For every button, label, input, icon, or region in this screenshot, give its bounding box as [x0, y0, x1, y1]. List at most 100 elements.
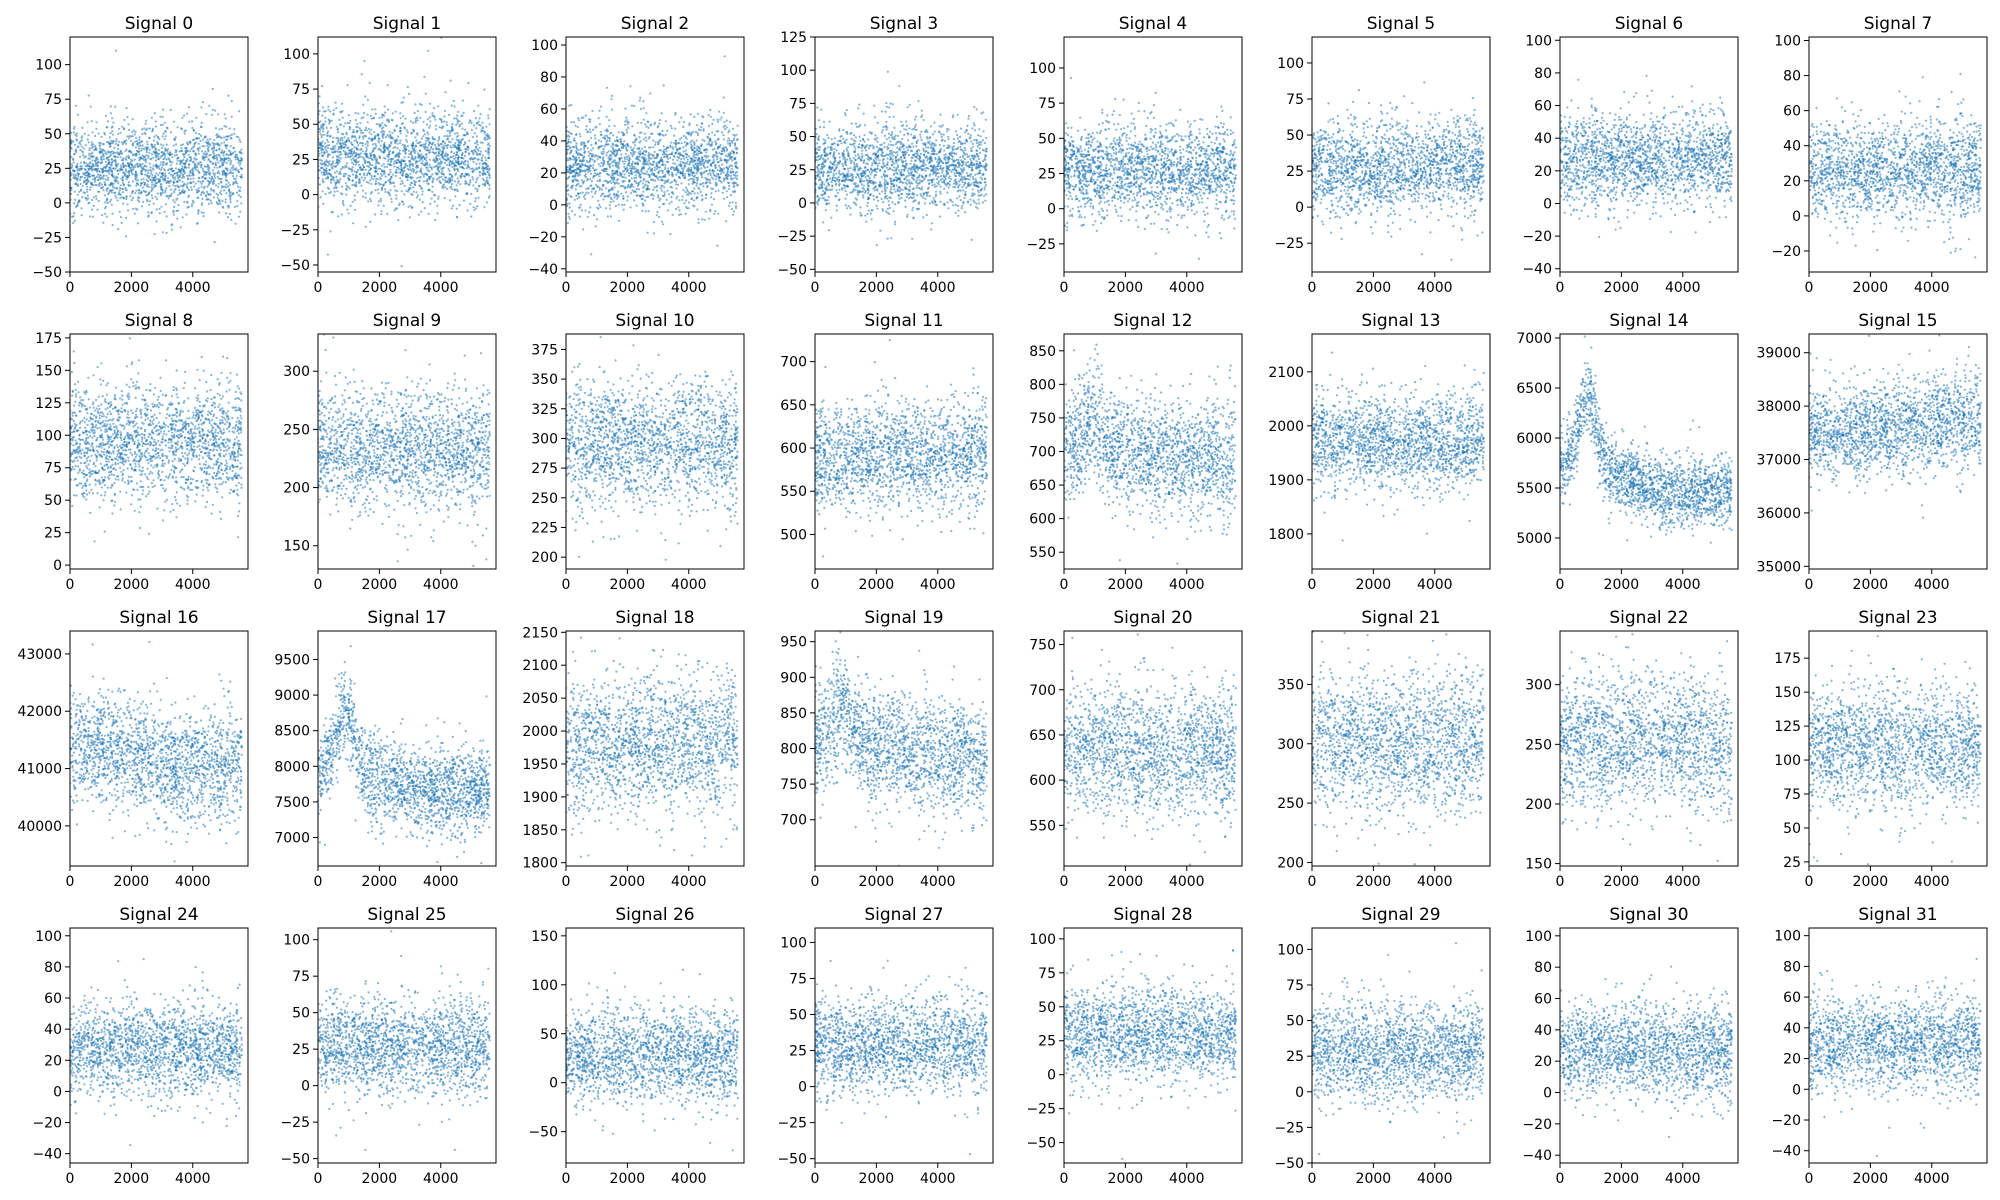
data-point [470, 121, 473, 125]
data-point [408, 188, 411, 191]
data-point [696, 192, 699, 195]
data-point [648, 174, 651, 177]
data-point [83, 173, 86, 176]
data-point [108, 136, 111, 139]
data-point [591, 195, 594, 198]
data-point [145, 165, 148, 168]
data-point [95, 148, 98, 151]
data-point [570, 103, 573, 107]
data-point [463, 154, 466, 158]
data-point [348, 149, 351, 152]
data-point [146, 198, 149, 201]
data-point [338, 181, 341, 184]
data-point [360, 141, 363, 145]
data-point [403, 166, 406, 169]
data-point [172, 120, 175, 123]
data-point [147, 215, 150, 218]
data-point [437, 195, 440, 198]
data-point [388, 150, 391, 153]
data-point [594, 126, 597, 129]
data-point [568, 171, 571, 174]
data-point [150, 186, 153, 189]
data-point [476, 176, 479, 179]
data-point [173, 181, 176, 184]
data-point [584, 197, 587, 200]
data-point [598, 178, 602, 181]
data-point [477, 196, 480, 199]
data-point [478, 174, 481, 177]
data-point [641, 172, 644, 175]
data-point [240, 152, 243, 155]
data-point [725, 161, 728, 164]
data-point [569, 141, 573, 144]
data-point [597, 139, 600, 142]
data-point [173, 205, 176, 208]
data-point [94, 144, 97, 148]
data-point [217, 113, 220, 116]
data-point [156, 136, 159, 139]
data-point [229, 163, 232, 166]
data-point [359, 165, 362, 168]
data-point [163, 137, 166, 141]
data-point [481, 177, 484, 181]
data-point [397, 166, 400, 169]
data-point [734, 142, 737, 145]
data-point [392, 146, 395, 149]
data-point [456, 215, 459, 218]
data-point [115, 196, 118, 199]
data-point [107, 159, 110, 162]
data-point [106, 201, 109, 205]
data-point [566, 198, 569, 201]
data-point [698, 162, 701, 165]
data-point [449, 186, 452, 189]
data-point [724, 154, 728, 157]
data-point [183, 166, 186, 169]
data-point [403, 156, 406, 159]
data-point [96, 173, 100, 176]
data-point [160, 146, 164, 149]
data-point [663, 186, 666, 189]
data-point [366, 140, 369, 143]
data-point [217, 193, 220, 197]
data-point [143, 155, 146, 159]
data-point [128, 172, 131, 175]
data-point [433, 200, 436, 203]
data-point [684, 149, 687, 152]
data-point [138, 136, 141, 139]
data-point [116, 163, 120, 166]
data-point [637, 170, 640, 173]
data-point [376, 161, 379, 164]
data-point [352, 129, 355, 132]
data-point [79, 148, 82, 152]
data-point [448, 113, 451, 116]
data-point [441, 178, 444, 181]
data-point [399, 129, 402, 133]
data-point [83, 147, 86, 150]
data-point [195, 188, 198, 191]
data-point [145, 154, 148, 157]
data-point [73, 202, 76, 205]
data-point [464, 163, 467, 166]
data-point [208, 193, 211, 196]
data-point [90, 183, 93, 186]
data-point [216, 136, 219, 139]
data-point [727, 159, 730, 162]
data-point [89, 167, 93, 170]
data-point [334, 145, 337, 148]
data-point [640, 197, 643, 201]
data-point [220, 136, 223, 140]
data-point [370, 182, 373, 185]
data-point [421, 190, 424, 193]
data-point [326, 134, 329, 137]
data-point [81, 196, 84, 199]
data-point [344, 151, 347, 154]
data-point [206, 147, 209, 150]
data-point [170, 224, 173, 227]
data-point [211, 87, 214, 91]
data-point [150, 116, 153, 119]
data-point [100, 176, 103, 179]
data-point [153, 135, 156, 138]
data-point [131, 196, 135, 200]
data-point [142, 200, 145, 203]
data-point [172, 169, 175, 173]
